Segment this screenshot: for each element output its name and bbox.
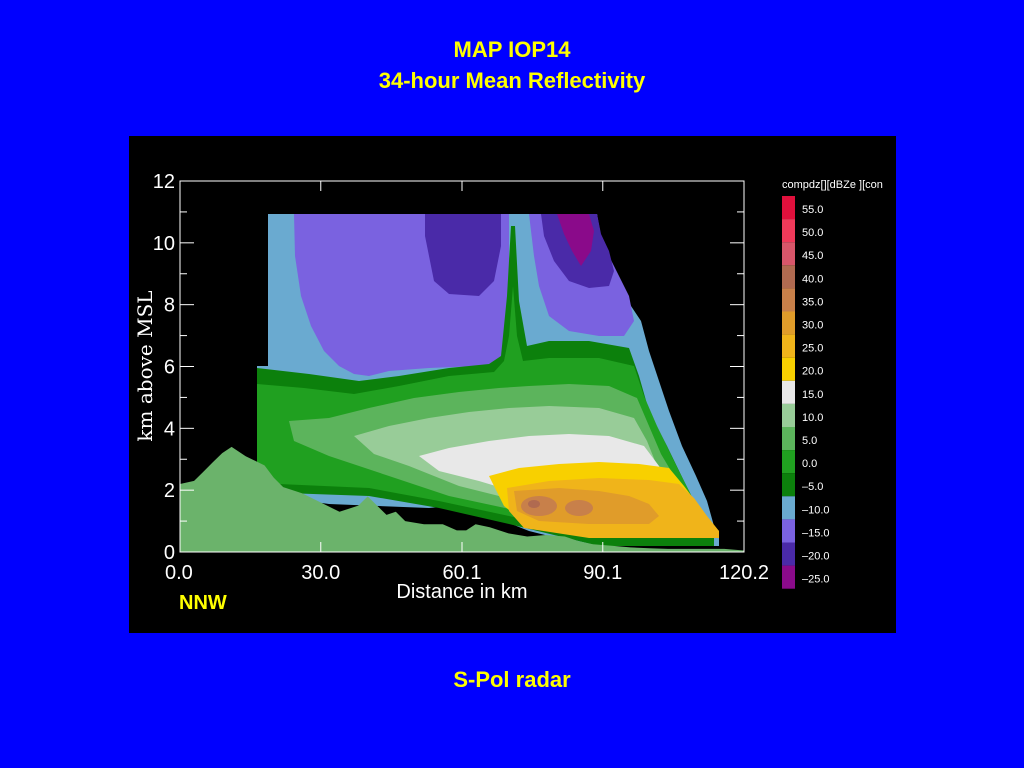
colorbar-level-label: 15.0	[802, 389, 823, 401]
colorbar-swatch	[782, 542, 795, 566]
colorbar-level-label: –25.0	[802, 574, 830, 586]
colorbar-swatch	[782, 519, 795, 543]
colorbar-level-label: 30.0	[802, 320, 823, 332]
colorbar-level-label: 55.0	[802, 204, 823, 216]
x-tick-label: 120.2	[719, 562, 769, 584]
colorbar-level-label: 35.0	[802, 296, 823, 308]
colorbar-swatch	[782, 334, 795, 358]
y-axis-label: km above MSL	[133, 290, 157, 441]
colorbar-level-label: 20.0	[802, 366, 823, 378]
contour-minus20	[425, 214, 501, 296]
colorbar-swatch	[782, 427, 795, 451]
colorbar-swatch	[782, 311, 795, 335]
colorbar-level-label: 40.0	[802, 273, 823, 285]
colorbar-swatch	[782, 380, 795, 404]
x-axis-label: Distance in km	[396, 581, 527, 603]
x-tick-label: 30.0	[301, 562, 340, 584]
x-tick-label: 60.1	[443, 562, 482, 584]
y-tick-label: 6	[164, 357, 175, 379]
colorbar-swatch	[782, 450, 795, 474]
slide-caption: S-Pol radar	[453, 667, 571, 692]
title-line-1: MAP IOP14	[453, 37, 571, 62]
colorbar-level-label: –10.0	[802, 504, 830, 516]
reflectivity-chart: 0.0 30.0 60.1 90.1 120.2 0 2 4 6 8 10 12 55.0 50.0 45…	[133, 171, 883, 614]
direction-label: NNW	[179, 592, 227, 614]
slide-title: MAP IOP14 34-hour Mean Reflectivity	[0, 34, 1024, 96]
colorbar-level-label: 10.0	[802, 412, 823, 424]
radar-figure: 0.0 30.0 60.1 90.1 120.2 0 2 4 6 8 10 12 55.0 50.0 45…	[129, 136, 896, 633]
colorbar-swatch	[782, 242, 795, 266]
colorbar-level-label: –15.0	[802, 527, 830, 539]
contour-35-core-2	[565, 500, 593, 516]
colorbar-level-label: 0.0	[802, 458, 817, 470]
colorbar-level-label: 5.0	[802, 435, 817, 447]
colorbar-swatch	[782, 473, 795, 497]
x-tick-label: 0.0	[165, 562, 193, 584]
colorbar-swatch	[782, 565, 795, 589]
x-tick-label: 90.1	[583, 562, 622, 584]
colorbar-level-label: –5.0	[802, 481, 823, 493]
title-line-2: 34-hour Mean Reflectivity	[378, 68, 646, 93]
contour-40-core	[528, 500, 540, 508]
y-tick-label: 12	[153, 171, 175, 193]
colorbar-swatch	[782, 196, 795, 220]
y-tick-label: 2	[164, 480, 175, 502]
colorbar-title: compdz[][dBZe ][con	[782, 179, 883, 191]
y-tick-label: 10	[153, 233, 175, 255]
colorbar-swatch	[782, 357, 795, 381]
contour-minus25	[557, 214, 594, 266]
y-tick-label: 4	[164, 418, 175, 440]
colorbar-level-label: –20.0	[802, 551, 830, 563]
colorbar-swatch	[782, 219, 795, 243]
y-tick-label: 0	[164, 542, 175, 564]
colorbar-swatch	[782, 265, 795, 289]
colorbar-level-label: 45.0	[802, 250, 823, 262]
colorbar-level-label: 50.0	[802, 227, 823, 239]
colorbar-swatch	[782, 403, 795, 427]
y-tick-label: 8	[164, 295, 175, 317]
colorbar-swatch	[782, 496, 795, 520]
terrain-profile	[180, 446, 744, 552]
colorbar-swatch	[782, 288, 795, 312]
colorbar-level-label: 25.0	[802, 343, 823, 355]
